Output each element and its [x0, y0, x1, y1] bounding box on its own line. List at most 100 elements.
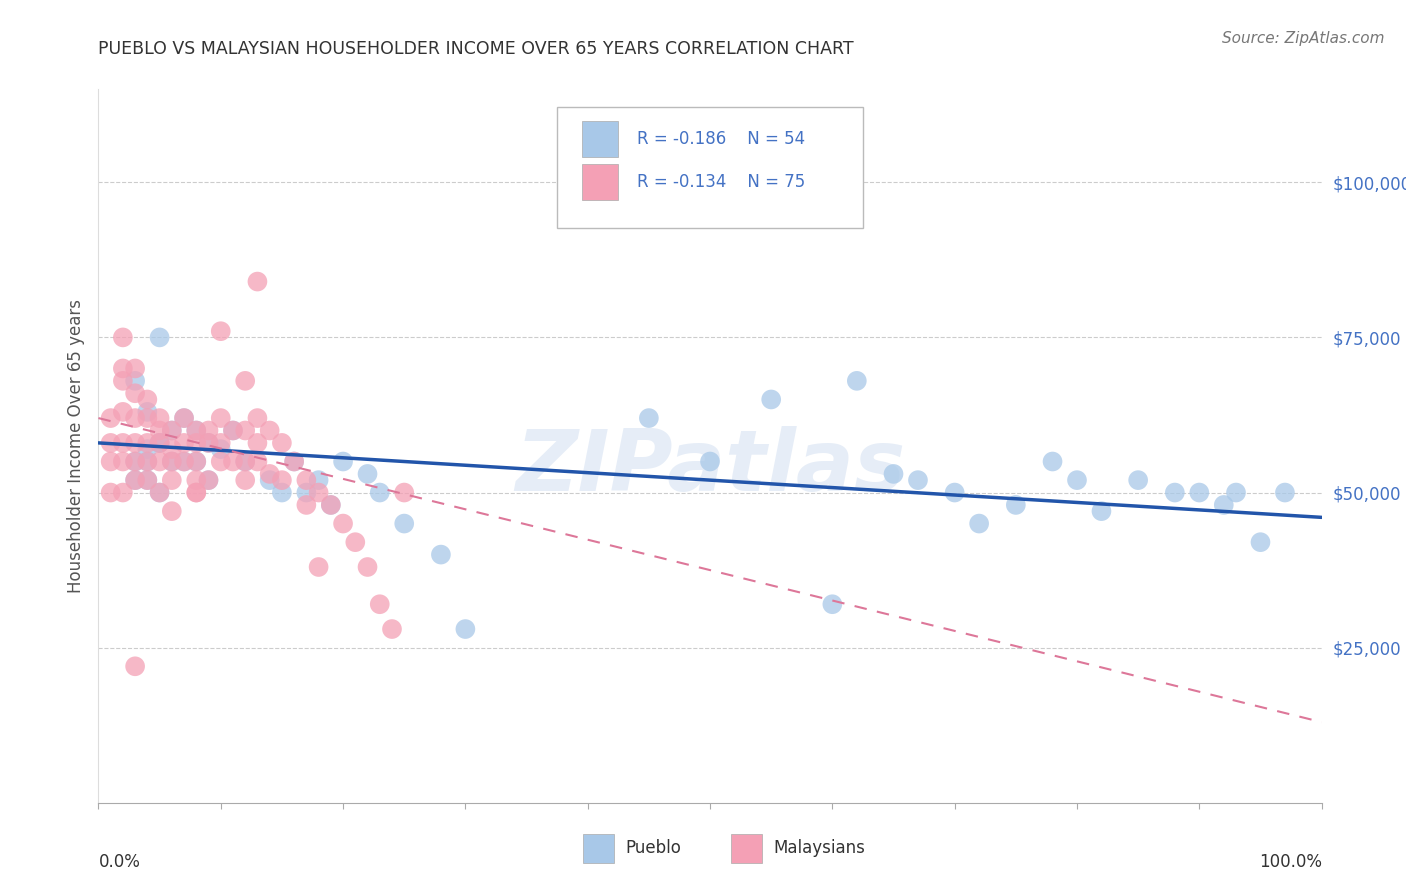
Point [233, 374, 256, 388]
Point [111, 330, 134, 344]
Point [761, 392, 783, 407]
Point [149, 330, 172, 344]
Point [186, 424, 208, 438]
Point [821, 597, 844, 611]
Point [197, 424, 219, 438]
Text: 100.0%: 100.0% [1258, 853, 1322, 871]
Point [136, 442, 159, 456]
Point [1164, 485, 1187, 500]
Point [136, 405, 159, 419]
Point [283, 454, 305, 468]
Point [149, 436, 172, 450]
Point [149, 424, 172, 438]
Point [259, 467, 281, 481]
Point [124, 386, 146, 401]
Point [124, 454, 146, 468]
Point [967, 516, 990, 531]
Text: PUEBLO VS MALAYSIAN HOUSEHOLDER INCOME OVER 65 YEARS CORRELATION CHART: PUEBLO VS MALAYSIAN HOUSEHOLDER INCOME O… [98, 40, 853, 58]
Point [270, 436, 294, 450]
Point [209, 324, 232, 338]
Point [197, 436, 219, 450]
Point [186, 454, 208, 468]
Point [136, 454, 159, 468]
Point [100, 411, 122, 425]
Point [124, 473, 146, 487]
Point [637, 411, 661, 425]
FancyBboxPatch shape [557, 107, 863, 228]
Point [1274, 485, 1296, 500]
Point [160, 454, 183, 468]
Point [308, 485, 330, 500]
Point [197, 473, 219, 487]
Point [173, 454, 195, 468]
Point [308, 560, 330, 574]
Text: ZIPatlas: ZIPatlas [515, 425, 905, 509]
Point [136, 436, 159, 450]
Point [124, 454, 146, 468]
Point [259, 424, 281, 438]
Point [100, 436, 122, 450]
Point [111, 405, 134, 419]
Point [186, 424, 208, 438]
Point [1249, 535, 1271, 549]
Point [124, 659, 146, 673]
Point [233, 424, 256, 438]
Point [699, 454, 721, 468]
Point [173, 411, 195, 425]
Point [246, 436, 269, 450]
Point [246, 454, 269, 468]
Point [124, 473, 146, 487]
Point [319, 498, 342, 512]
Point [209, 442, 232, 456]
Point [222, 424, 245, 438]
Point [392, 516, 416, 531]
Point [308, 473, 330, 487]
Point [173, 436, 195, 450]
Text: Pueblo: Pueblo [626, 839, 682, 857]
Point [907, 473, 929, 487]
Point [149, 436, 172, 450]
Text: R = -0.186    N = 54: R = -0.186 N = 54 [637, 130, 804, 148]
Point [209, 454, 232, 468]
Point [222, 424, 245, 438]
Point [233, 454, 256, 468]
Point [222, 454, 245, 468]
Point [1188, 485, 1211, 500]
Point [136, 473, 159, 487]
Text: 0.0%: 0.0% [98, 853, 141, 871]
Point [149, 454, 172, 468]
Point [356, 560, 378, 574]
Point [124, 436, 146, 450]
Point [160, 424, 183, 438]
Point [295, 473, 318, 487]
Point [1128, 473, 1150, 487]
Point [149, 485, 172, 500]
Point [160, 442, 183, 456]
Point [209, 411, 232, 425]
Point [943, 485, 966, 500]
Point [149, 411, 172, 425]
Point [1212, 498, 1234, 512]
Point [160, 454, 183, 468]
Point [1004, 498, 1026, 512]
Text: R = -0.134    N = 75: R = -0.134 N = 75 [637, 173, 804, 191]
Point [270, 485, 294, 500]
Point [368, 597, 391, 611]
Point [246, 275, 269, 289]
Point [319, 498, 342, 512]
Point [356, 467, 378, 481]
Point [368, 485, 391, 500]
Point [173, 411, 195, 425]
Point [1225, 485, 1247, 500]
Point [259, 473, 281, 487]
Point [149, 485, 172, 500]
Point [136, 411, 159, 425]
Y-axis label: Householder Income Over 65 years: Householder Income Over 65 years [66, 299, 84, 593]
Point [111, 436, 134, 450]
Point [124, 374, 146, 388]
Bar [582, 121, 619, 157]
Point [344, 535, 367, 549]
Point [883, 467, 905, 481]
Point [149, 436, 172, 450]
Point [332, 454, 354, 468]
